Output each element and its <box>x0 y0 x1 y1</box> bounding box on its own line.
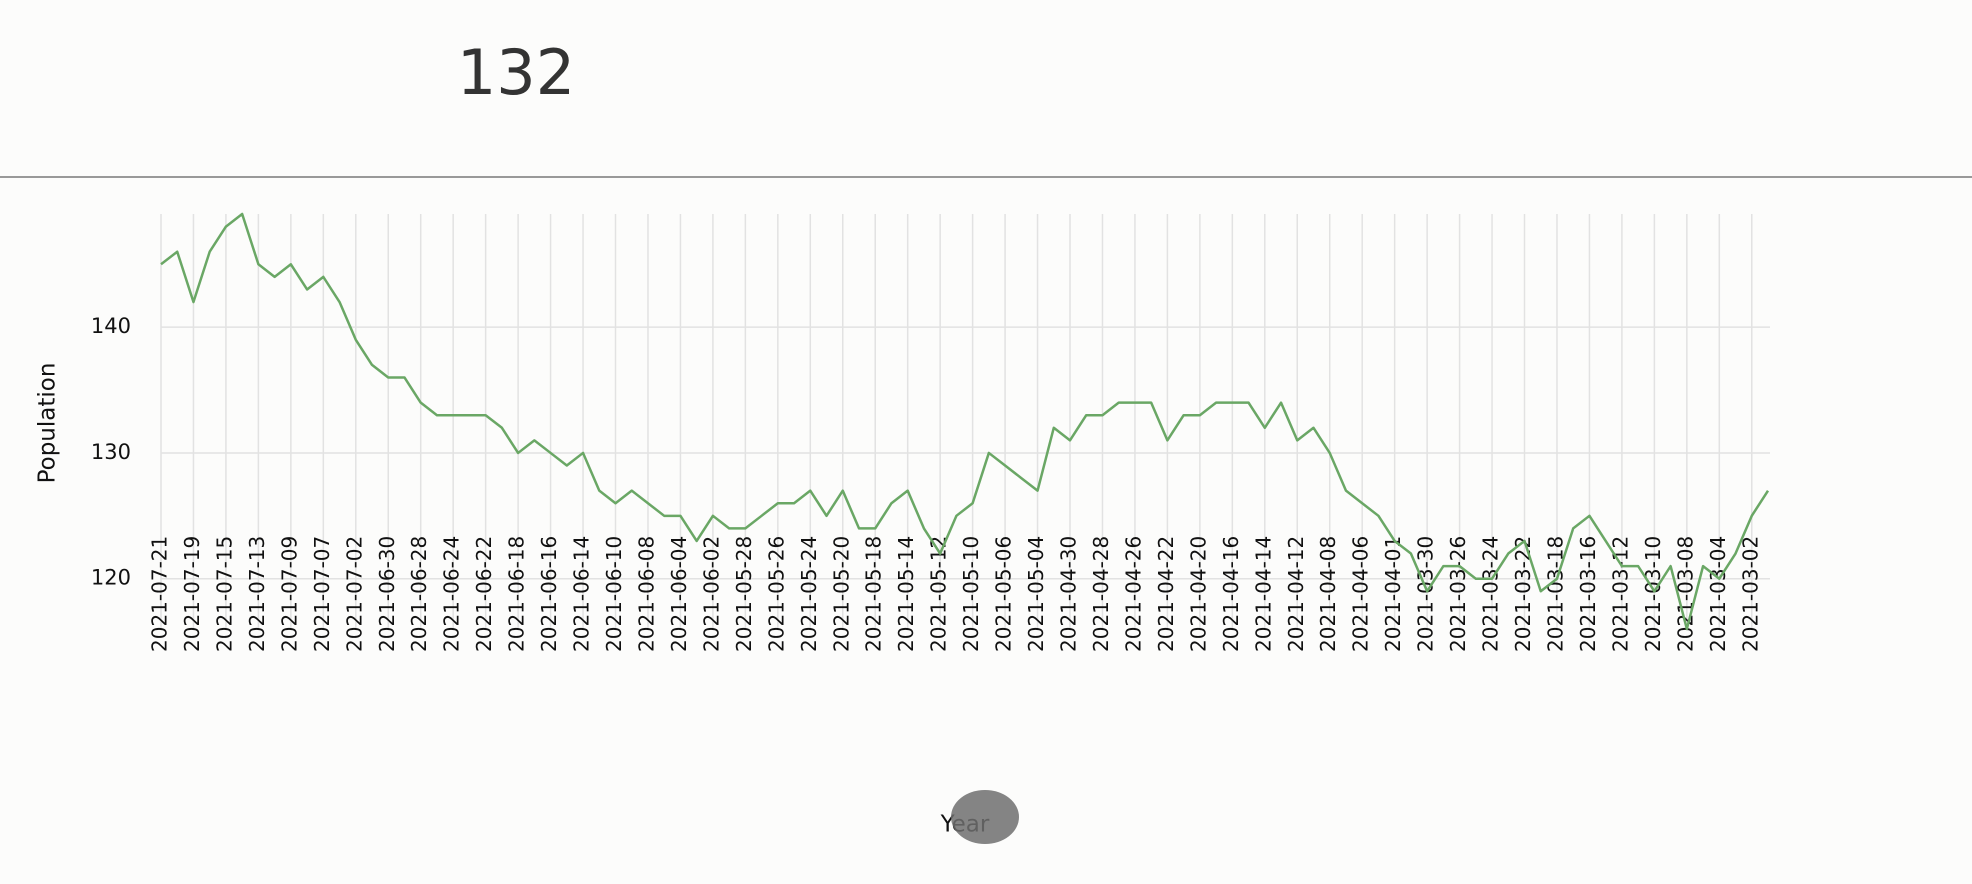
drag-handle[interactable] <box>951 790 1019 844</box>
x-tick-label: 2021-06-24 <box>440 536 464 652</box>
x-tick-label: 2021-04-26 <box>1121 536 1145 652</box>
x-tick-label: 2021-05-10 <box>959 536 983 652</box>
x-tick-label: 2021-04-12 <box>1284 536 1308 652</box>
x-tick-label: 2021-06-28 <box>407 536 431 652</box>
line-series <box>160 212 1770 631</box>
x-tick-label: 2021-06-08 <box>634 536 658 652</box>
x-tick-label: 2021-06-18 <box>505 536 529 652</box>
x-tick-label: 2021-03-26 <box>1446 536 1470 652</box>
x-tick-label: 2021-07-02 <box>342 536 366 652</box>
x-tick-label: 2021-06-02 <box>699 536 723 652</box>
x-tick-label: 2021-07-13 <box>245 536 269 652</box>
x-tick-label: 2021-03-22 <box>1511 536 1535 652</box>
x-tick-label: 2021-07-07 <box>310 536 334 652</box>
x-tick-label: 2021-05-12 <box>927 536 951 652</box>
x-tick-label: 2021-03-12 <box>1608 536 1632 652</box>
x-tick-label: 2021-06-10 <box>602 536 626 652</box>
y-axis-label: Population <box>35 363 61 484</box>
y-tick-label: 120 <box>91 566 131 590</box>
x-tick-label: 2021-05-04 <box>1024 536 1048 652</box>
x-tick-label: 2021-06-22 <box>472 536 496 652</box>
x-tick-label: 2021-04-14 <box>1251 536 1275 652</box>
x-tick-label: 2021-03-10 <box>1641 536 1665 652</box>
x-tick-label: 2021-03-30 <box>1414 536 1438 652</box>
x-tick-label: 2021-06-04 <box>667 536 691 652</box>
x-tick-label: 2021-05-24 <box>797 536 821 652</box>
x-tick-label: 2021-03-16 <box>1576 536 1600 652</box>
x-tick-label: 2021-06-30 <box>375 536 399 652</box>
x-tick-label: 2021-04-28 <box>1089 536 1113 652</box>
y-tick-label: 130 <box>91 440 131 464</box>
x-tick-label: 2021-05-26 <box>764 536 788 652</box>
x-tick-label: 2021-04-30 <box>1057 536 1081 652</box>
x-tick-label: 2021-03-18 <box>1543 536 1567 652</box>
x-tick-label: 2021-05-06 <box>992 536 1016 652</box>
x-tick-label: 2021-07-19 <box>180 536 204 652</box>
x-tick-label: 2021-07-21 <box>148 536 172 652</box>
x-tick-label: 2021-04-20 <box>1186 536 1210 652</box>
x-tick-label: 2021-03-04 <box>1706 536 1730 652</box>
x-tick-label: 2021-05-20 <box>829 536 853 652</box>
x-tick-label: 2021-05-18 <box>862 536 886 652</box>
x-tick-label: 2021-03-02 <box>1738 536 1762 652</box>
x-tick-label: 2021-04-06 <box>1349 536 1373 652</box>
x-tick-label: 2021-03-24 <box>1479 536 1503 652</box>
header-panel <box>0 0 1972 177</box>
x-tick-label: 2021-07-15 <box>212 536 236 652</box>
y-tick-label: 140 <box>91 314 131 338</box>
header-value: 132 <box>457 36 575 109</box>
x-tick-label: 2021-07-09 <box>277 536 301 652</box>
x-tick-label: 2021-04-22 <box>1154 536 1178 652</box>
x-tick-label: 2021-04-16 <box>1219 536 1243 652</box>
x-tick-label: 2021-04-01 <box>1381 536 1405 652</box>
x-tick-label: 2021-05-14 <box>894 536 918 652</box>
x-tick-label: 2021-04-08 <box>1316 536 1340 652</box>
x-tick-label: 2021-06-16 <box>537 536 561 652</box>
x-tick-label: 2021-05-28 <box>732 536 756 652</box>
x-tick-label: 2021-06-14 <box>570 536 594 652</box>
